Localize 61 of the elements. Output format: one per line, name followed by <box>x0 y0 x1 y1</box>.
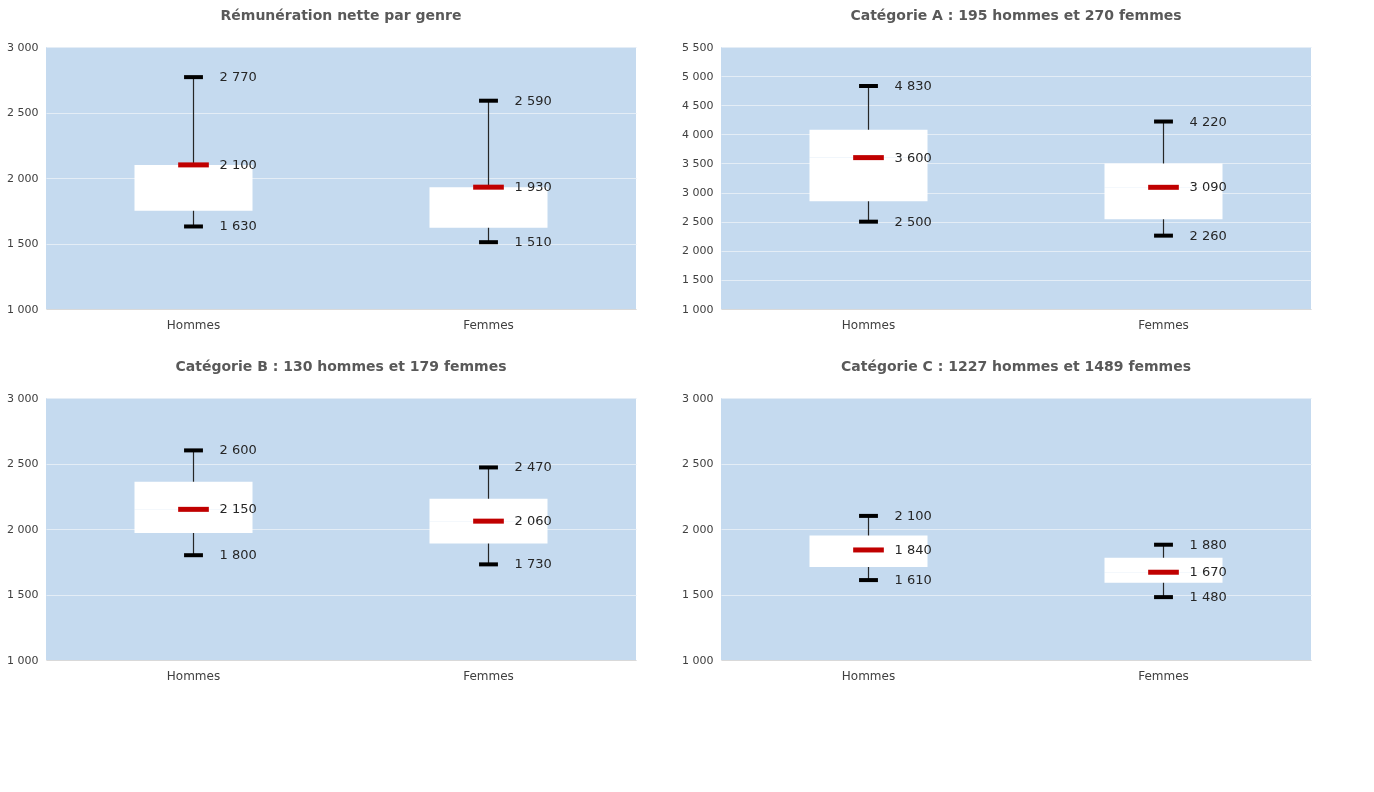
x-tick-label: Hommes <box>841 317 896 332</box>
annotation: 1 930 <box>514 179 552 195</box>
annotation: 1 840 <box>894 541 932 557</box>
y-tick-label: 4 000 <box>682 127 714 141</box>
y-tick-label: 2 500 <box>7 457 39 470</box>
y-tick-label: 1 000 <box>7 653 39 667</box>
annotation: 1 630 <box>219 218 257 234</box>
y-tick-label: 2 000 <box>682 244 714 258</box>
annotation: 2 770 <box>219 69 257 85</box>
x-tick-label: Hommes <box>166 317 221 332</box>
y-tick-label: 2 500 <box>682 215 714 229</box>
y-tick-label: 2 000 <box>7 171 39 185</box>
x-tick-label: Femmes <box>1138 668 1189 683</box>
y-tick-label: 3 000 <box>7 40 39 54</box>
y-tick-label: 2 000 <box>682 522 714 536</box>
y-tick-label: 2 500 <box>682 457 714 470</box>
y-tick-label: 4 500 <box>682 98 714 112</box>
annotation: 2 150 <box>219 501 257 517</box>
annotation: 1 800 <box>219 547 257 563</box>
y-tick-label: 3 000 <box>7 391 39 405</box>
y-tick-label: 1 500 <box>682 588 714 601</box>
annotation: 2 470 <box>514 459 552 475</box>
chart-title: Catégorie B : 130 hommes et 179 femmes <box>175 358 507 374</box>
annotation: 2 060 <box>514 513 552 529</box>
x-tick-label: Hommes <box>166 668 221 683</box>
annotation: 2 100 <box>894 507 932 523</box>
annotation: 2 590 <box>514 92 552 108</box>
chart-title: Rémunération nette par genre <box>220 7 462 23</box>
y-tick-label: 5 000 <box>682 69 714 83</box>
chart-title: Catégorie C : 1227 hommes et 1489 femmes <box>840 358 1192 374</box>
y-tick-label: 5 500 <box>682 40 714 54</box>
annotation: 3 600 <box>894 149 932 165</box>
annotation: 2 500 <box>894 213 932 229</box>
chart-title: Catégorie A : 195 hommes et 270 femmes <box>850 7 1182 23</box>
annotation: 1 880 <box>1189 536 1227 552</box>
annotation: 4 220 <box>1189 113 1227 129</box>
y-tick-label: 1 000 <box>682 653 714 667</box>
x-tick-label: Femmes <box>1138 317 1189 332</box>
annotation: 1 730 <box>514 556 552 572</box>
y-tick-label: 1 000 <box>682 302 714 316</box>
y-tick-label: 2 000 <box>7 522 39 536</box>
annotation: 1 510 <box>514 234 552 250</box>
y-tick-label: 3 500 <box>682 156 714 170</box>
x-tick-label: Femmes <box>463 317 514 332</box>
annotation: 1 480 <box>1189 589 1227 605</box>
annotation: 1 610 <box>894 572 932 588</box>
y-tick-label: 1 500 <box>7 588 39 601</box>
y-tick-label: 3 000 <box>682 391 714 405</box>
annotation: 2 100 <box>219 156 257 172</box>
y-tick-label: 1 500 <box>7 237 39 250</box>
y-tick-label: 2 500 <box>7 106 39 119</box>
annotation: 2 600 <box>219 442 257 458</box>
y-tick-label: 3 000 <box>682 186 714 200</box>
y-tick-label: 1 500 <box>682 273 714 287</box>
y-tick-label: 1 000 <box>7 302 39 316</box>
annotation: 4 830 <box>894 78 932 94</box>
x-tick-label: Femmes <box>463 668 514 683</box>
x-tick-label: Hommes <box>841 668 896 683</box>
annotation: 2 260 <box>1189 227 1227 243</box>
annotation: 3 090 <box>1189 179 1227 195</box>
annotation: 1 670 <box>1189 564 1227 580</box>
